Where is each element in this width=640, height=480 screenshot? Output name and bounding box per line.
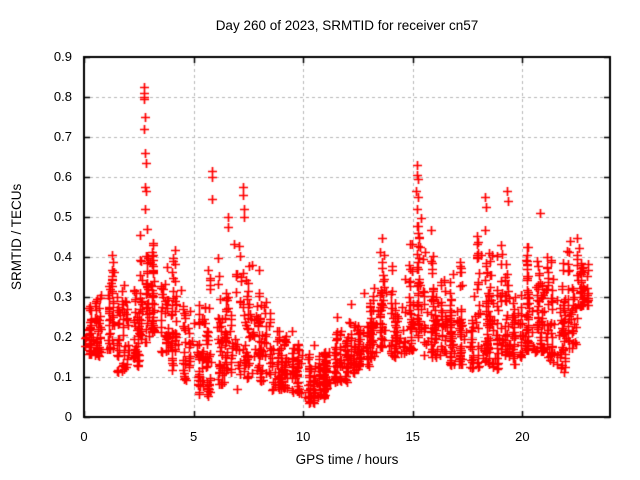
x-tick-label: 0: [80, 429, 88, 444]
y-tick-label: 0.2: [53, 329, 72, 344]
x-tick-label: 15: [405, 429, 420, 444]
y-tick-label: 0.1: [53, 369, 72, 384]
y-tick-label: 0.8: [53, 89, 72, 104]
x-axis-label: GPS time / hours: [295, 452, 399, 467]
y-tick-label: 0.4: [53, 249, 72, 264]
x-tick-label: 10: [295, 429, 311, 444]
y-axis-label: SRMTID / TECUs: [9, 183, 24, 291]
y-tick-label: 0.3: [53, 289, 72, 304]
y-tick-label: 0.6: [53, 169, 72, 184]
y-tick-label: 0.5: [53, 209, 72, 224]
y-tick-label: 0.7: [53, 129, 72, 144]
x-tick-label: 5: [189, 429, 198, 444]
y-tick-label: 0: [64, 409, 72, 424]
x-tick-label: 20: [515, 429, 530, 444]
y-tick-label: 0.9: [53, 49, 72, 64]
chart-title: Day 260 of 2023, SRMTID for receiver cn5…: [215, 18, 479, 33]
